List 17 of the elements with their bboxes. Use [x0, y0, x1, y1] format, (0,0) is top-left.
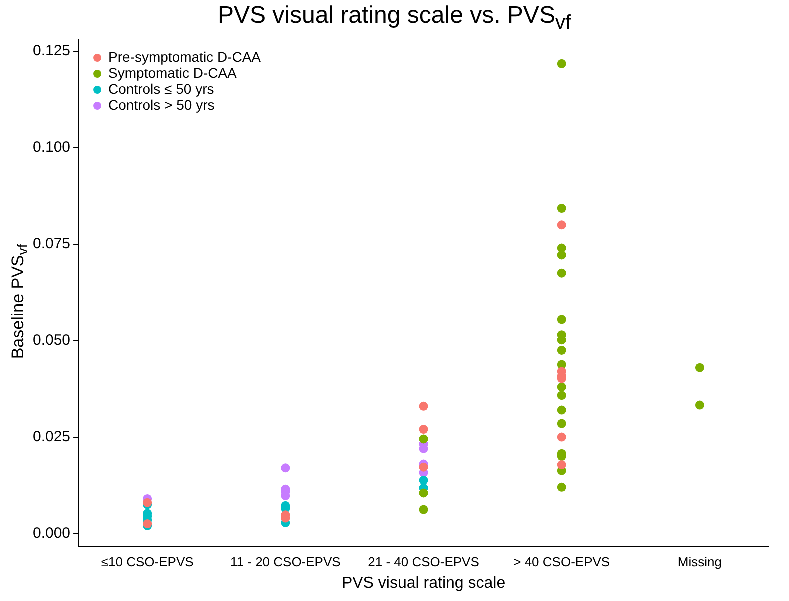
legend-label: Symptomatic D-CAA — [108, 64, 238, 81]
x-tick-label: Missing — [678, 554, 722, 570]
chart-title: PVS visual rating scale vs. PVS$_{vf}$ — [216, 2, 572, 35]
legend-label: Controls > 50 yrs — [108, 96, 215, 113]
legend-label: Controls ≤ 50 yrs — [108, 80, 214, 97]
x-axis-title: PVS visual rating scale — [342, 574, 506, 592]
x-tick-label: 21 - 40 CSO-EPVS — [368, 554, 480, 570]
y-tick-label: 0.050 — [32, 332, 71, 349]
y-tick-label: 0.125 — [32, 42, 71, 60]
y-tick-label: 0.075 — [32, 236, 71, 253]
y-tick-label: 0.000 — [32, 524, 71, 542]
x-tick-label: > 40 CSO-EPVS — [514, 554, 610, 570]
x-tick-label: ≤10 CSO-EPVS — [101, 554, 194, 570]
legend-label: Pre-symptomatic D-CAA — [108, 48, 262, 65]
y-tick-label: 0.025 — [32, 428, 71, 446]
x-tick-label: 11 - 20 CSO-EPVS — [230, 554, 342, 570]
y-tick-label: 0.100 — [32, 139, 71, 156]
